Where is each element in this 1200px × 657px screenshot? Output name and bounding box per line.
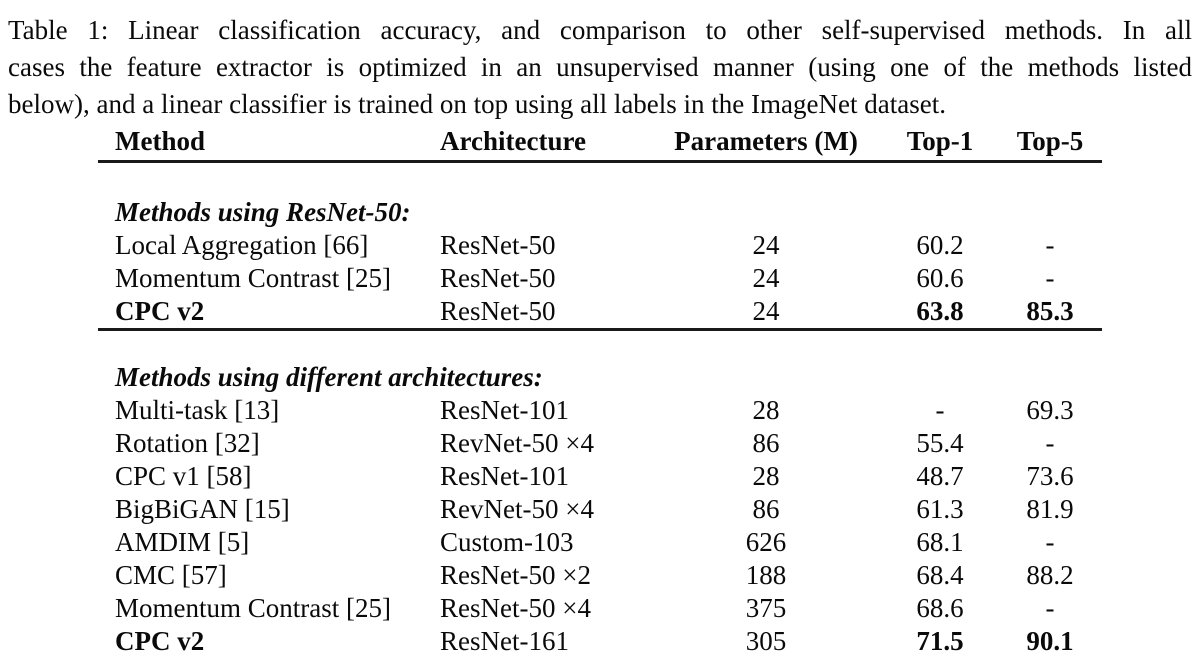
cell-architecture: Custom-103 xyxy=(440,527,574,557)
table-row: Local Aggregation [66] ResNet-50 24 60.2… xyxy=(98,229,1102,262)
cell-architecture: ResNet-50 xyxy=(440,230,556,260)
caption-line-1: Table 1: Linear classification accuracy,… xyxy=(8,15,1192,45)
cell-top1: 60.6 xyxy=(916,263,964,293)
cell-parameters: 626 xyxy=(745,527,787,557)
cell-method: Multi-task [13] xyxy=(115,395,280,425)
table-header-row: Method Architecture Parameters (M) Top-1… xyxy=(98,125,1102,163)
cell-method: BigBiGAN [15] xyxy=(115,494,290,524)
cell-top5: 85.3 xyxy=(1026,296,1074,326)
cell-architecture: ResNet-50 ×2 xyxy=(440,560,591,590)
section-spacer xyxy=(98,163,1102,196)
section-heading-row: Methods using ResNet-50: xyxy=(98,196,1102,229)
cell-top5: - xyxy=(1045,593,1055,623)
cell-top1: - xyxy=(935,395,945,425)
cell-top1: 55.4 xyxy=(916,428,964,458)
table-row-cpc-v2: CPC v2 ResNet-161 305 71.5 90.1 xyxy=(98,625,1102,657)
table-row: Momentum Contrast [25] ResNet-50 ×4 375 … xyxy=(98,592,1102,625)
cell-architecture: ResNet-101 xyxy=(440,461,569,491)
section-heading-different-architectures: Methods using different architectures: xyxy=(115,362,543,392)
cell-parameters: 188 xyxy=(745,560,787,590)
cell-method: Local Aggregation [66] xyxy=(115,230,369,260)
table-row: CPC v1 [58] ResNet-101 28 48.7 73.6 xyxy=(98,460,1102,493)
column-header-architecture: Architecture xyxy=(440,126,586,156)
cell-parameters: 28 xyxy=(752,395,780,425)
cell-method: CMC [57] xyxy=(115,560,227,590)
cell-top5: - xyxy=(1045,263,1055,293)
cell-method: Momentum Contrast [25] xyxy=(115,263,391,293)
cell-top5: - xyxy=(1045,230,1055,260)
table-row: CMC [57] ResNet-50 ×2 188 68.4 88.2 xyxy=(98,559,1102,592)
cell-parameters: 375 xyxy=(745,593,787,623)
table-row: Multi-task [13] ResNet-101 28 - 69.3 xyxy=(98,394,1102,427)
section-heading-row: Methods using different architectures: xyxy=(98,361,1102,394)
cell-top1: 71.5 xyxy=(916,626,964,656)
cell-top1: 68.1 xyxy=(916,527,964,557)
caption-line-3: below), and a linear classifier is train… xyxy=(8,89,946,119)
cell-method: CPC v1 [58] xyxy=(115,461,252,491)
section-spacer xyxy=(98,331,1102,361)
table-row: Rotation [32] RevNet-50 ×4 86 55.4 - xyxy=(98,427,1102,460)
cell-top5: 69.3 xyxy=(1026,395,1074,425)
cell-top5: 90.1 xyxy=(1026,626,1074,656)
column-header-top1: Top-1 xyxy=(906,126,974,156)
cell-parameters: 305 xyxy=(745,626,787,656)
cell-parameters: 86 xyxy=(752,428,780,458)
cell-parameters: 86 xyxy=(752,494,780,524)
table-caption: Table 1: Linear classification accuracy,… xyxy=(8,12,1192,123)
cell-method: CPC v2 xyxy=(115,296,205,326)
column-header-method: Method xyxy=(115,126,205,156)
cell-top1: 63.8 xyxy=(916,296,964,326)
paper-page: Table 1: Linear classification accuracy,… xyxy=(0,12,1200,657)
cell-top1: 68.6 xyxy=(916,593,964,623)
cell-method: Momentum Contrast [25] xyxy=(115,593,391,623)
cell-architecture: RevNet-50 ×4 xyxy=(440,494,594,524)
cell-top1: 68.4 xyxy=(916,560,964,590)
cell-top5: 88.2 xyxy=(1026,560,1074,590)
cell-architecture: ResNet-50 xyxy=(440,263,556,293)
cell-top5: - xyxy=(1045,527,1055,557)
cell-top5: 81.9 xyxy=(1026,494,1074,524)
table-row: Momentum Contrast [25] ResNet-50 24 60.6… xyxy=(98,262,1102,295)
table-midrule xyxy=(98,328,1102,331)
cell-architecture: ResNet-50 ×4 xyxy=(440,593,591,623)
caption-line-2: cases the feature extractor is optimized… xyxy=(8,52,1192,82)
cell-top5: 73.6 xyxy=(1026,461,1074,491)
section-heading-resnet50: Methods using ResNet-50: xyxy=(115,197,411,227)
cell-top1: 60.2 xyxy=(916,230,964,260)
cell-top5: - xyxy=(1045,428,1055,458)
cell-method: Rotation [32] xyxy=(115,428,260,458)
column-header-top5: Top-5 xyxy=(1016,126,1084,156)
cell-top1: 61.3 xyxy=(916,494,964,524)
table-row-cpc-v2: CPC v2 ResNet-50 24 63.8 85.3 xyxy=(98,295,1102,328)
cell-method: CPC v2 xyxy=(115,626,205,656)
cell-architecture: RevNet-50 ×4 xyxy=(440,428,594,458)
cell-parameters: 24 xyxy=(752,230,780,260)
cell-parameters: 24 xyxy=(752,263,780,293)
column-header-parameters: Parameters (M) xyxy=(674,126,858,156)
cell-architecture: ResNet-161 xyxy=(440,626,569,656)
results-table: Method Architecture Parameters (M) Top-1… xyxy=(98,125,1102,657)
cell-parameters: 24 xyxy=(752,296,780,326)
cell-method: AMDIM [5] xyxy=(115,527,250,557)
table-row: BigBiGAN [15] RevNet-50 ×4 86 61.3 81.9 xyxy=(98,493,1102,526)
cell-parameters: 28 xyxy=(752,461,780,491)
table-row: AMDIM [5] Custom-103 626 68.1 - xyxy=(98,526,1102,559)
cell-architecture: ResNet-101 xyxy=(440,395,569,425)
cell-top1: 48.7 xyxy=(916,461,964,491)
cell-architecture: ResNet-50 xyxy=(440,296,556,326)
